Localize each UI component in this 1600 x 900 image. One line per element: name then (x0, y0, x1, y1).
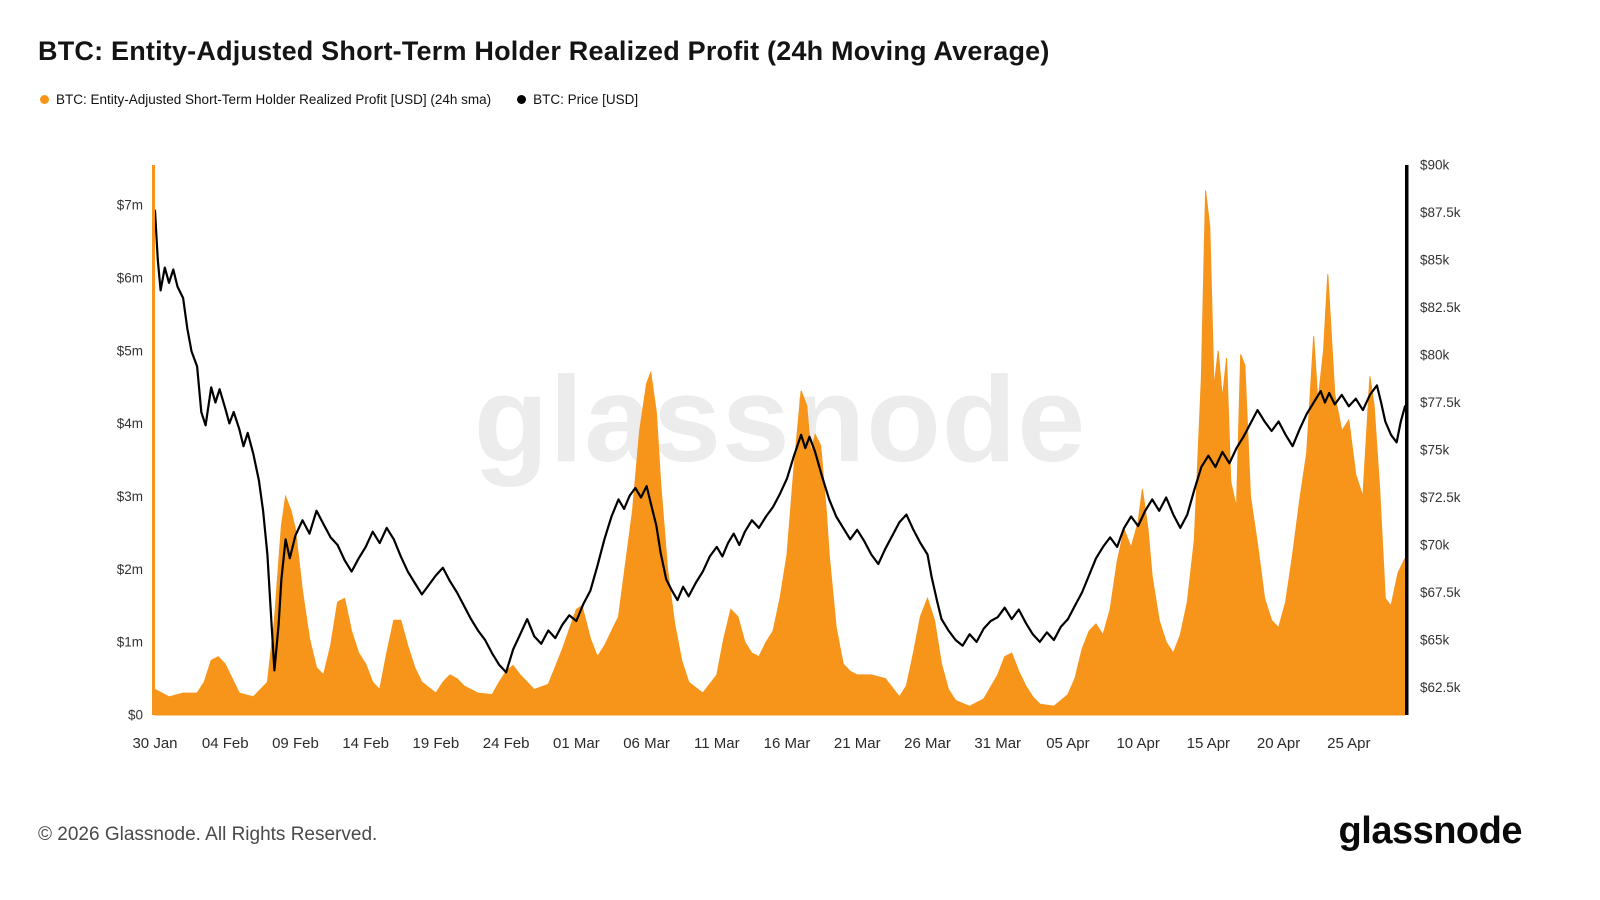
x-axis-tick: 09 Feb (272, 735, 319, 752)
x-axis-tick: 24 Feb (483, 735, 530, 752)
x-axis-tick: 15 Apr (1187, 735, 1230, 752)
right-axis-tick: $72.5k (1420, 490, 1461, 505)
left-axis-tick: $1m (117, 635, 143, 650)
x-axis-tick: 26 Mar (904, 735, 951, 752)
legend-item-price[interactable]: BTC: Price [USD] (517, 92, 638, 107)
page-title: BTC: Entity-Adjusted Short-Term Holder R… (38, 36, 1050, 66)
x-axis-tick: 06 Mar (623, 735, 670, 752)
x-axis-tick: 01 Mar (553, 735, 600, 752)
legend-swatch-realized-profit-icon (40, 95, 49, 104)
left-axis-tick: $4m (117, 416, 143, 431)
right-axis-spine (1405, 165, 1409, 715)
right-axis-tick: $75k (1420, 442, 1450, 457)
glassnode-watermark: glassnode (473, 351, 1087, 487)
left-axis-tick: $5m (117, 343, 143, 358)
realized-profit-area (154, 190, 1406, 716)
x-axis-tick: 30 Jan (132, 735, 177, 752)
right-axis-tick: $85k (1420, 252, 1450, 267)
x-axis-tick: 25 Apr (1327, 735, 1370, 752)
right-axis-tick: $67.5k (1420, 585, 1461, 600)
right-axis-tick: $90k (1420, 158, 1450, 173)
legend-item-realized-profit[interactable]: BTC: Entity-Adjusted Short-Term Holder R… (40, 92, 491, 107)
right-axis-tick: $62.5k (1420, 680, 1461, 695)
x-axis-tick: 14 Feb (342, 735, 389, 752)
x-axis-tick: 05 Apr (1046, 735, 1089, 752)
x-axis-tick: 31 Mar (974, 735, 1021, 752)
left-axis-tick: $7m (117, 198, 143, 213)
left-axis-tick: $3m (117, 489, 143, 504)
left-axis-spine (152, 165, 155, 715)
legend-label-realized-profit: BTC: Entity-Adjusted Short-Term Holder R… (56, 92, 492, 107)
x-axis-tick: 04 Feb (202, 735, 249, 752)
legend-label-price: BTC: Price [USD] (533, 92, 639, 107)
left-axis-tick: $2m (117, 562, 143, 577)
glassnode-logo: glassnode (1338, 810, 1523, 852)
price-line (153, 209, 1407, 674)
x-axis-tick: 10 Apr (1116, 735, 1159, 752)
right-axis-tick: $87.5k (1420, 205, 1461, 220)
right-axis-tick: $82.5k (1420, 300, 1461, 315)
right-axis-tick: $65k (1420, 632, 1450, 647)
right-axis-tick: $77.5k (1420, 395, 1461, 410)
x-axis-tick: 20 Apr (1257, 735, 1300, 752)
left-axis-tick: $0 (128, 708, 143, 723)
chart-plot-area[interactable]: $0 $1m $2m $3m $4m $5m $6m $7m $62.5k $65k $67.5k $… (0, 0, 1600, 785)
chart-legend: BTC: Entity-Adjusted Short-Term Holder R… (40, 92, 638, 107)
left-axis-tick: $6m (117, 270, 143, 285)
right-axis-tick: $70k (1420, 537, 1450, 552)
right-axis-tick: $80k (1420, 347, 1450, 362)
x-axis-tick: 21 Mar (834, 735, 881, 752)
copyright-text: © 2026 Glassnode. All Rights Reserved. (38, 824, 378, 845)
x-axis-tick: 19 Feb (413, 735, 460, 752)
x-axis-tick: 11 Mar (694, 735, 740, 752)
legend-swatch-price-icon (517, 95, 527, 104)
x-axis-tick: 16 Mar (764, 735, 811, 752)
